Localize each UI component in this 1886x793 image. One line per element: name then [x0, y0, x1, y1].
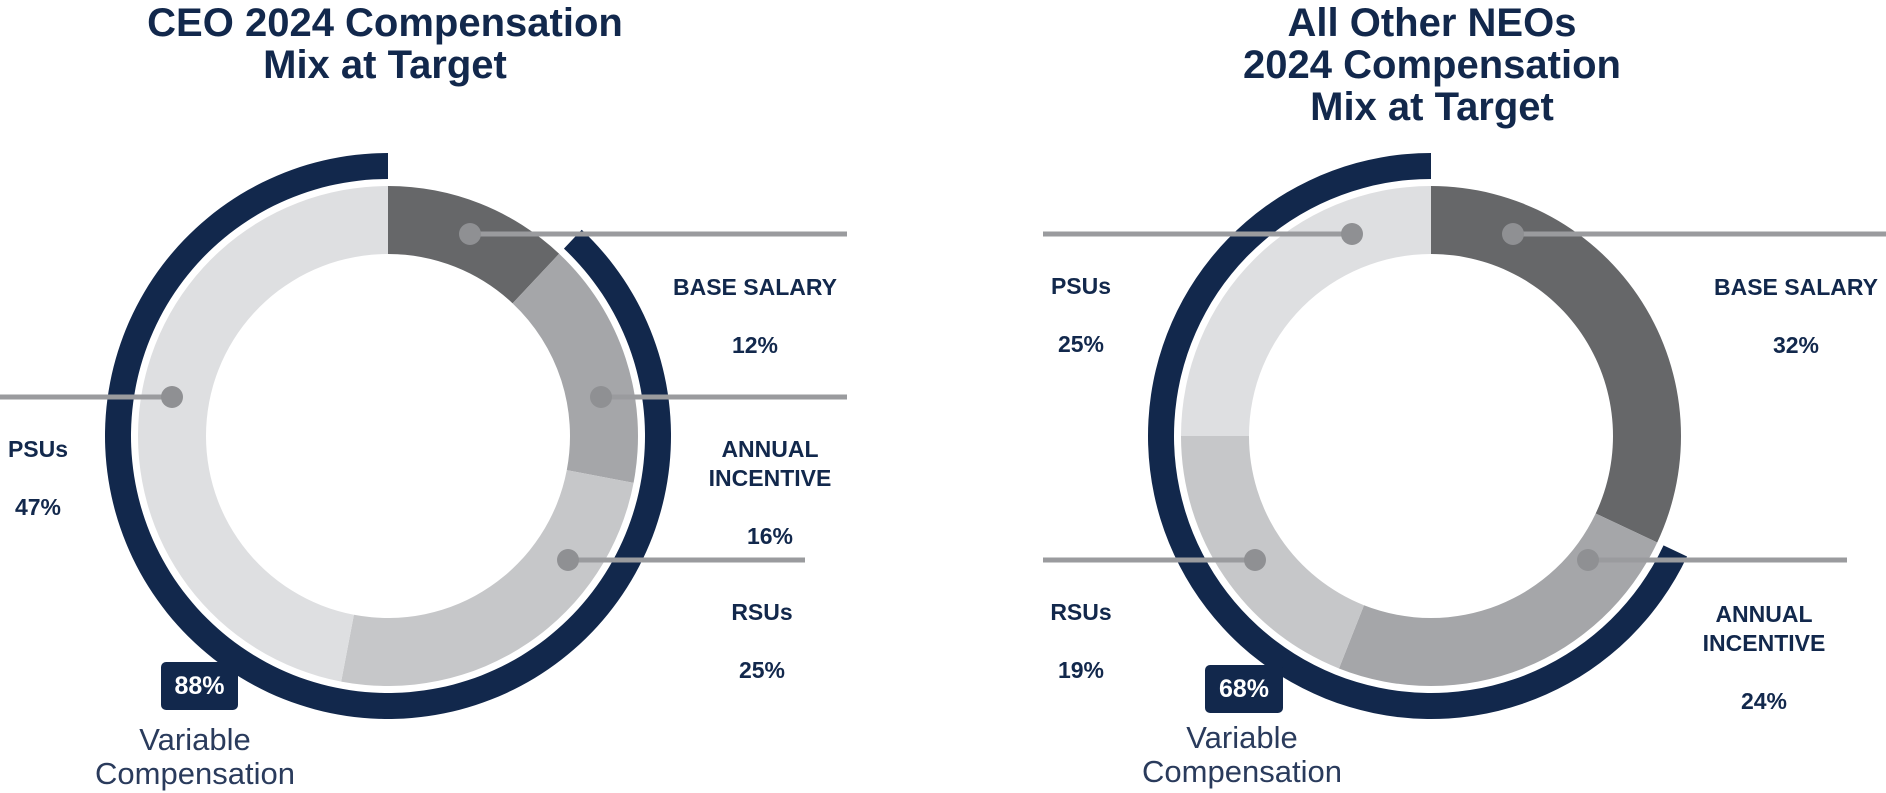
segment-name-rsus-ceo: RSUs [731, 599, 793, 625]
segment-label-rsus-neo: RSUs 19% [1040, 569, 1122, 714]
variable-compensation-label-neo: Variable Compensation [1142, 720, 1342, 789]
segment-label-base-salary-ceo: BASE SALARY 12% [660, 244, 850, 389]
leader-dot-annual-incentive-neo [1577, 549, 1599, 571]
variable-compensation-badge-ceo: 88% [161, 662, 238, 710]
segment-value-psus-ceo: 47% [14, 494, 62, 520]
segment-value-rsus-ceo: 25% [738, 657, 786, 683]
segment-value-psus-neo: 25% [1057, 331, 1105, 357]
leader-dot-base-salary-neo [1502, 223, 1524, 245]
leader-dot-psus-neo [1341, 223, 1363, 245]
donut-slice-base-salary-neo [1431, 186, 1681, 543]
segment-label-rsus-ceo: RSUs 25% [712, 569, 812, 714]
segment-name-psus-ceo: PSUs [7, 436, 69, 462]
chart-title-neo: All Other NEOs 2024 Compensation Mix at … [1243, 1, 1621, 129]
segment-value-base-salary-ceo: 12% [731, 332, 779, 358]
segment-name-psus-neo: PSUs [1050, 273, 1112, 299]
donut-slice-base-salary-ceo [388, 186, 560, 304]
donut-segments-neo [1181, 186, 1681, 686]
chart-title-ceo: CEO 2024 Compensation Mix at Target [147, 1, 623, 87]
segment-label-annual-incentive-ceo: ANNUAL INCENTIVE 16% [680, 406, 860, 580]
leader-lines-neo [1043, 231, 1886, 563]
leader-dot-rsus-ceo [557, 549, 579, 571]
variable-compensation-badge-neo: 68% [1205, 665, 1283, 713]
segment-label-psus-neo: PSUs 25% [1040, 243, 1122, 388]
segment-label-psus-ceo: PSUs 47% [0, 406, 76, 551]
segment-name-annual-incentive-neo: ANNUAL INCENTIVE [1702, 601, 1826, 656]
segment-label-base-salary-neo: BASE SALARY 32% [1706, 244, 1886, 389]
leader-dot-annual-incentive-ceo [590, 386, 612, 408]
segment-name-base-salary-neo: BASE SALARY [1714, 274, 1878, 300]
segment-value-rsus-neo: 19% [1057, 657, 1105, 683]
donut-slice-annual-incentive-ceo [512, 253, 639, 483]
segment-value-base-salary-neo: 32% [1772, 332, 1820, 358]
segment-name-annual-incentive-ceo: ANNUAL INCENTIVE [708, 436, 832, 491]
leader-dot-rsus-neo [1244, 549, 1266, 571]
donut-slice-psus-neo [1181, 186, 1431, 436]
leader-dot-psus-ceo [161, 386, 183, 408]
donut-segments-ceo [137, 186, 639, 687]
segment-value-annual-incentive-ceo: 16% [746, 523, 794, 549]
segment-label-annual-incentive-neo: ANNUAL INCENTIVE 24% [1694, 571, 1834, 745]
leader-lines-ceo [0, 231, 847, 563]
segment-value-annual-incentive-neo: 24% [1740, 688, 1788, 714]
donut-slice-annual-incentive-neo [1338, 513, 1658, 686]
donut-slice-psus-ceo [137, 186, 388, 682]
donut-slice-rsus-neo [1181, 436, 1365, 669]
variable-compensation-label-ceo: Variable Compensation [95, 722, 295, 791]
leader-dot-base-salary-ceo [459, 223, 481, 245]
donut-slice-rsus-ceo [341, 470, 634, 687]
segment-name-rsus-neo: RSUs [1050, 599, 1112, 625]
segment-name-base-salary-ceo: BASE SALARY [673, 274, 837, 300]
